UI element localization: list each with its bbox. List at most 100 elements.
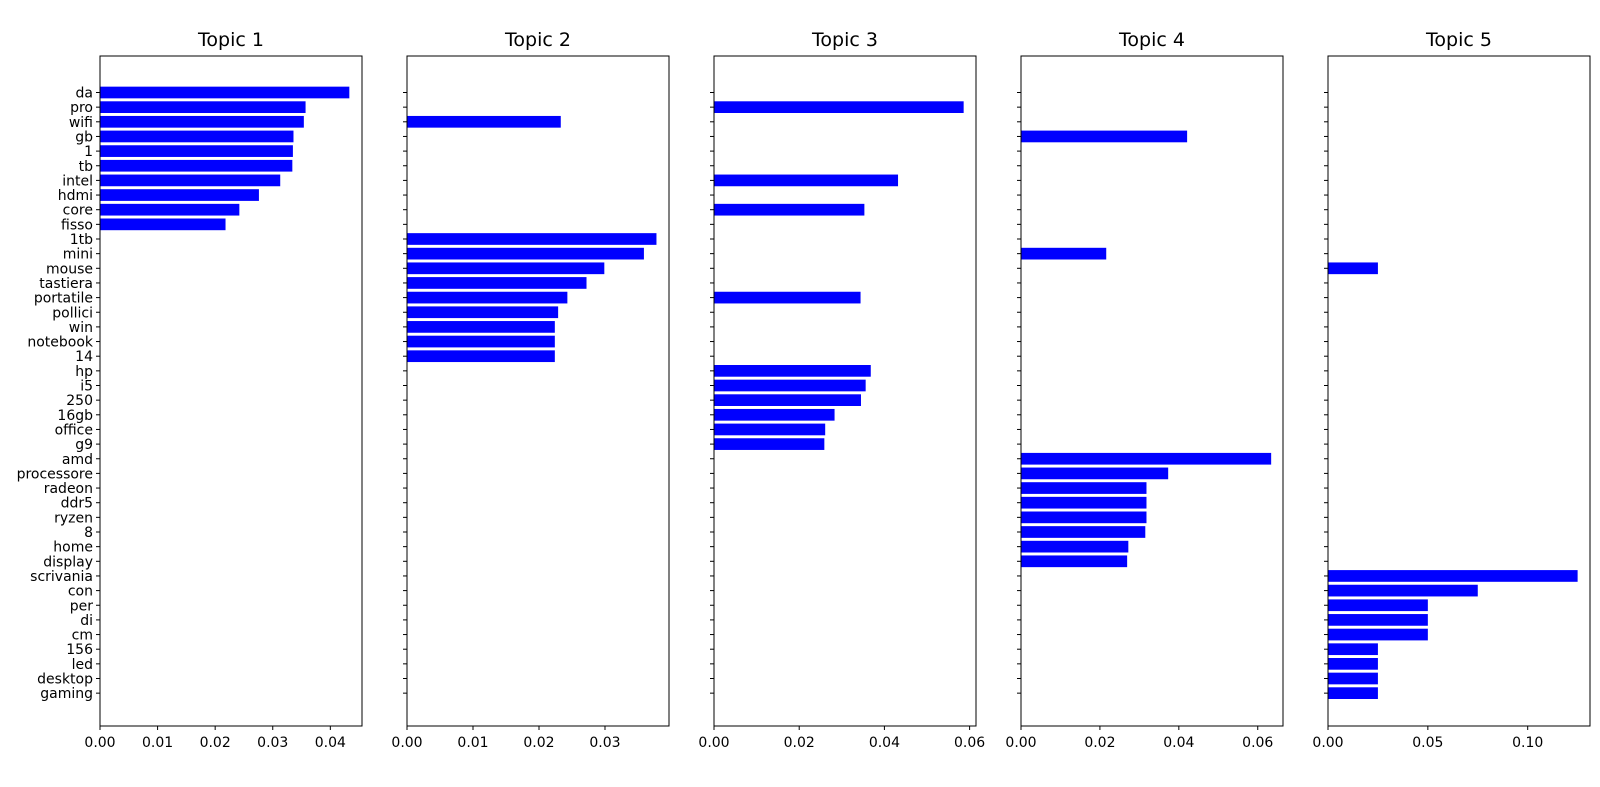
y-tick-label: i5 — [80, 379, 93, 395]
x-tick-label: 0.00 — [1312, 735, 1343, 751]
bar-gb — [100, 130, 294, 143]
bar-notebook — [407, 335, 555, 348]
bar-mouse — [1328, 262, 1378, 275]
y-tick-label: home — [53, 540, 93, 556]
y-tick-label: gaming — [40, 686, 93, 702]
bar-pro — [714, 101, 964, 113]
bar-156 — [1328, 643, 1378, 656]
y-tick-label: scrivania — [30, 569, 93, 585]
y-tick-label: pro — [70, 100, 93, 116]
bar-wifi — [407, 115, 561, 128]
plot-frame — [1020, 55, 1284, 727]
bar-tb — [100, 159, 293, 172]
bar-gb — [1021, 130, 1188, 143]
bar-per — [1328, 599, 1428, 612]
x-tick-label: 0.01 — [142, 735, 173, 751]
subplot-title: Topic 2 — [504, 29, 571, 51]
x-tick-label: 0.02 — [200, 735, 231, 751]
y-tick-label: display — [43, 554, 93, 570]
y-tick-label: intel — [62, 173, 93, 189]
bar-amd — [1021, 452, 1272, 465]
x-tick-label: 0.04 — [869, 735, 900, 751]
bar-mini — [407, 247, 644, 260]
bar-da — [100, 86, 350, 99]
subplot-title: Topic 5 — [1425, 29, 1492, 51]
x-tick-label: 0.02 — [523, 735, 554, 751]
x-tick-label: 0.00 — [698, 735, 729, 751]
bar-intel — [100, 174, 281, 187]
y-tick-label: gb — [75, 129, 93, 145]
y-tick-label: 8 — [84, 525, 93, 541]
bar-hdmi — [100, 189, 259, 201]
bar-8 — [1021, 526, 1146, 538]
bar-scrivania — [1328, 570, 1578, 582]
y-tick-label: con — [68, 584, 93, 600]
bar-ddr5 — [1021, 496, 1147, 509]
x-tick-label: 0.05 — [1412, 735, 1443, 751]
bar-win — [407, 321, 555, 333]
bar-cm — [1328, 628, 1428, 641]
x-tick-label: 0.06 — [954, 735, 985, 751]
x-tick-label: 0.01 — [457, 735, 488, 751]
y-tick-label: led — [72, 657, 93, 673]
subplot-topic-5: Topic 5 0.00 0.05 0.10 — [1312, 29, 1591, 751]
x-tick-label: 0.04 — [315, 735, 346, 751]
bar-16gb — [714, 408, 835, 421]
y-tick-label: di — [80, 613, 93, 629]
x-tick-label: 0.00 — [1005, 735, 1036, 751]
y-tick-label: hdmi — [58, 188, 93, 204]
bar-led — [1328, 658, 1378, 670]
bar-mouse — [407, 262, 605, 275]
y-tick-label: cm — [72, 628, 93, 644]
y-tick-label: core — [63, 203, 93, 219]
subplot-title: Topic 3 — [811, 29, 878, 51]
bar-pro — [100, 101, 306, 113]
bar-g9 — [714, 438, 825, 450]
x-tick-label: 0.10 — [1512, 735, 1543, 751]
x-tick-label: 0.06 — [1242, 735, 1273, 751]
plot-frame — [1327, 55, 1591, 727]
subplot-title: Topic 4 — [1118, 29, 1185, 51]
x-tick-label: 0.00 — [391, 735, 422, 751]
subplot-topic-4: Topic 4 0.00 0.02 0.04 0.06 — [1005, 29, 1284, 751]
y-tick-label: win — [69, 320, 93, 336]
y-tick-label: office — [55, 422, 93, 438]
y-tick-label: 1tb — [70, 232, 93, 248]
y-tick-label: radeon — [44, 481, 93, 497]
bar-1 — [100, 145, 293, 157]
y-tick-label: per — [70, 598, 94, 614]
x-tick-label: 0.03 — [589, 735, 620, 751]
y-tick-label: pollici — [52, 305, 93, 321]
x-tick-label: 0.00 — [84, 735, 115, 751]
bar-ryzen — [1021, 511, 1147, 524]
bar-home — [1021, 540, 1129, 553]
x-tick-label: 0.04 — [1163, 735, 1194, 751]
y-tick-label: 14 — [75, 349, 93, 365]
subplot-title: Topic 1 — [197, 29, 264, 51]
bar-gaming — [1328, 687, 1378, 699]
y-tick-label: portatile — [34, 291, 93, 307]
bar-1tb — [407, 233, 657, 245]
y-tick-label: 156 — [66, 642, 93, 658]
x-tick-label: 0.02 — [784, 735, 815, 751]
bar-intel — [714, 174, 899, 187]
plot-frame — [99, 55, 363, 727]
subplot-topic-2: Topic 2 0.00 0.01 0.02 0.03 — [391, 29, 670, 751]
y-tick-label: mouse — [46, 261, 93, 277]
bar-portatile — [407, 291, 568, 304]
bar-fisso — [100, 218, 226, 231]
x-tick-label: 0.02 — [1084, 735, 1115, 751]
y-tick-label: tastiera — [39, 276, 93, 292]
y-tick-label: mini — [63, 247, 93, 263]
bar-office — [714, 423, 826, 436]
bar-hp — [714, 365, 871, 377]
bar-i5 — [714, 379, 866, 392]
bar-di — [1328, 614, 1428, 626]
bar-core — [100, 203, 240, 216]
y-tick-label: ryzen — [54, 510, 93, 526]
y-tick-label: amd — [62, 452, 93, 468]
y-tick-label: tb — [79, 159, 93, 175]
y-tick-label: 1 — [84, 144, 93, 160]
y-tick-label: hp — [75, 364, 93, 380]
bar-con — [1328, 584, 1478, 597]
